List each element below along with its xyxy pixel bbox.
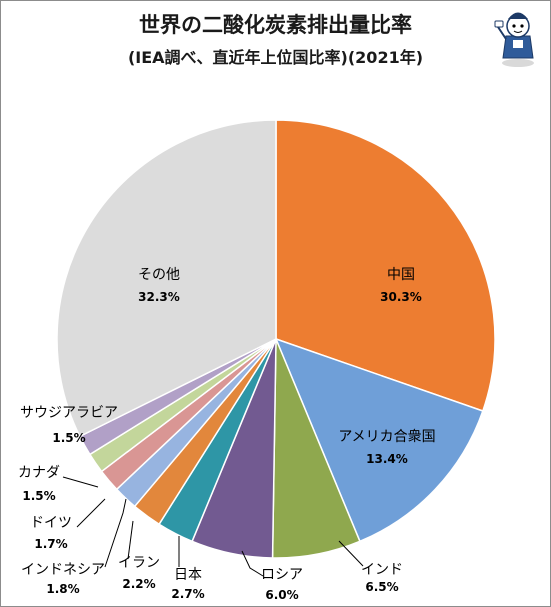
slice-value-4: 2.7% (171, 587, 204, 601)
slice-value-8: 1.5% (22, 489, 55, 503)
slice-value-5: 2.2% (122, 577, 155, 591)
slice-label-1: アメリカ合衆国 (338, 429, 435, 445)
pie-slice-0 (275, 119, 496, 412)
slice-value-1: 13.4% (366, 452, 408, 466)
slice-label-6: インドネシア (21, 562, 105, 578)
slice-value-0: 30.3% (380, 290, 422, 304)
slice-label-3: ロシア (261, 567, 303, 583)
leader-line-8 (62, 476, 99, 488)
pie-labels: 中国 30.3% アメリカ合衆国 13.4% インド 6.5% ロシア 6.0% 日本 2.7% イ… (18, 267, 436, 602)
leader-line-2 (338, 540, 364, 567)
pie-slice-10 (56, 119, 277, 438)
chart-subtitle: (IEA調べ、直近年上位国比率)(2021年) (127, 48, 424, 67)
slice-label-5: イラン (118, 555, 160, 571)
slice-value-9: 1.5% (52, 431, 85, 445)
slice-label-7: ドイツ (30, 515, 72, 531)
slice-value-7: 1.7% (34, 537, 67, 551)
slice-label-2: インド (361, 562, 403, 578)
chart-title: 世界の二酸化炭素排出量比率 (139, 13, 412, 37)
slice-label-8: カナダ (18, 465, 60, 481)
slice-value-3: 6.0% (265, 588, 298, 602)
leader-line-6 (104, 498, 127, 568)
slice-value-10: 32.3% (138, 290, 180, 304)
slice-label-0: 中国 (387, 267, 415, 283)
slice-label-9: サウジアラビア (20, 405, 118, 421)
slice-value-6: 1.8% (46, 582, 79, 596)
slice-label-10: その他 (138, 267, 180, 283)
pie-slices (56, 119, 496, 559)
slice-value-2: 6.5% (365, 580, 398, 594)
leader-line-3 (241, 550, 264, 577)
leader-line-7 (76, 498, 106, 528)
leader-line-5 (127, 520, 134, 560)
slice-label-4: 日本 (174, 567, 202, 583)
pie-slice-1 (274, 337, 484, 543)
mascot-icon (494, 12, 534, 67)
